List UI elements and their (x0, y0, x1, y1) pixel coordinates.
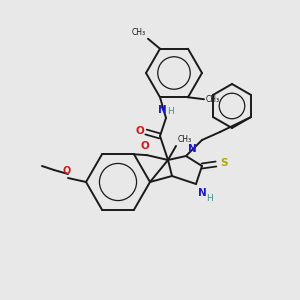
Text: O: O (141, 141, 149, 151)
Text: N: N (158, 105, 166, 115)
Text: H: H (168, 107, 174, 116)
Text: H: H (206, 194, 213, 203)
Text: O: O (136, 126, 144, 136)
Text: N: N (188, 144, 197, 154)
Text: CH₃: CH₃ (206, 95, 220, 104)
Text: CH₃: CH₃ (178, 135, 192, 144)
Text: S: S (220, 158, 227, 168)
Text: O: O (63, 166, 71, 176)
Text: CH₃: CH₃ (132, 28, 146, 37)
Text: N: N (198, 188, 207, 198)
